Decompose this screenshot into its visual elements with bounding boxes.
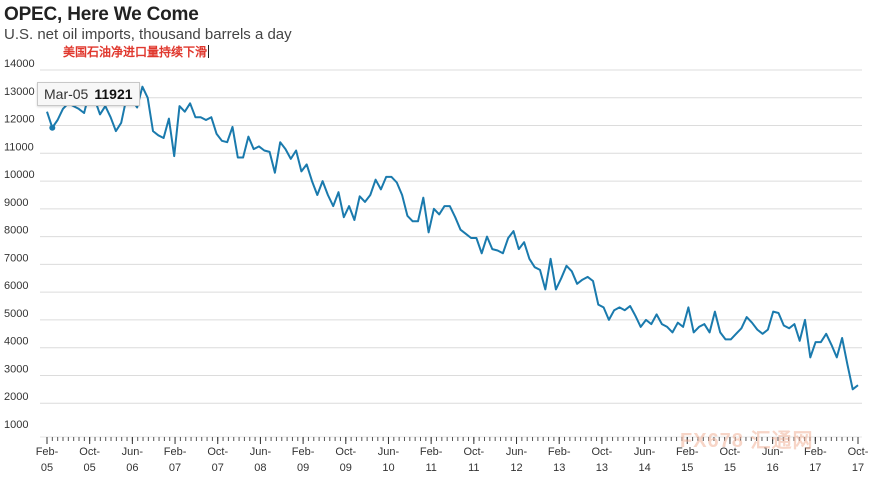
y-axis-labels: 1000 2000 3000 4000 5000 6000 7000 8000 9000 1000… bbox=[4, 58, 35, 431]
x-tick-label: Oct- bbox=[848, 446, 869, 458]
tooltip-value: 11921 bbox=[94, 86, 133, 102]
chart-title: OPEC, Here We Come bbox=[4, 4, 199, 25]
chart-subtitle: U.S. net oil imports, thousand barrels a… bbox=[4, 26, 292, 43]
x-tick-year: 10 bbox=[382, 462, 394, 474]
y-tick-label: 13000 bbox=[4, 86, 35, 98]
x-tick-label: Feb- bbox=[164, 446, 187, 458]
annotation-text: 美国石油净进口量持续下滑 bbox=[63, 43, 210, 60]
tooltip: Mar-05 11921 bbox=[37, 82, 140, 106]
x-tick-year: 14 bbox=[638, 462, 650, 474]
x-tick-year: 05 bbox=[41, 462, 53, 474]
x-tick-label: Jun- bbox=[250, 446, 272, 458]
x-tick-year: 17 bbox=[809, 462, 821, 474]
x-tick-year: 15 bbox=[681, 462, 693, 474]
x-tick-label: Feb- bbox=[420, 446, 443, 458]
y-tick-label: 8000 bbox=[4, 225, 28, 237]
y-tick-label: 12000 bbox=[4, 114, 35, 126]
gridlines bbox=[40, 69, 862, 404]
watermark-logo: FX678 汇通网 bbox=[680, 430, 814, 452]
y-tick-label: 6000 bbox=[4, 280, 28, 292]
y-tick-label: 4000 bbox=[4, 336, 28, 348]
x-tick-year: 12 bbox=[510, 462, 522, 474]
x-tick-label: Jun- bbox=[378, 446, 400, 458]
x-tick-year: 11 bbox=[425, 462, 436, 474]
x-tick-year: 09 bbox=[297, 462, 309, 474]
x-tick-label: Feb- bbox=[676, 446, 699, 458]
x-tick-label: Oct- bbox=[720, 446, 741, 458]
x-tick-year: 13 bbox=[553, 462, 565, 474]
x-tick-label: Feb- bbox=[548, 446, 571, 458]
annotation-label: 美国石油净进口量持续下滑 bbox=[63, 45, 208, 59]
x-tick-label: Feb- bbox=[804, 446, 827, 458]
x-tick-label: Oct- bbox=[463, 446, 484, 458]
x-tick-year: 07 bbox=[169, 462, 181, 474]
x-tick-label: Feb- bbox=[292, 446, 315, 458]
x-tick-year: 15 bbox=[724, 462, 736, 474]
x-tick-year: 17 bbox=[852, 462, 864, 474]
y-tick-label: 9000 bbox=[4, 197, 28, 209]
x-tick-year: 05 bbox=[84, 462, 96, 474]
y-tick-label: 5000 bbox=[4, 308, 28, 320]
x-tick-label: Jun- bbox=[506, 446, 528, 458]
x-tick-label: Feb- bbox=[36, 446, 59, 458]
hover-point[interactable] bbox=[49, 124, 56, 131]
x-tick-label: Jun- bbox=[762, 446, 784, 458]
y-tick-label: 7000 bbox=[4, 252, 28, 264]
x-tick-label: Oct- bbox=[592, 446, 613, 458]
x-tick-year: 06 bbox=[126, 462, 138, 474]
x-tick-label: Oct- bbox=[79, 446, 100, 458]
x-tick-label: Jun- bbox=[122, 446, 144, 458]
y-tick-label: 2000 bbox=[4, 391, 28, 403]
y-tick-label: 1000 bbox=[4, 419, 28, 431]
x-tick-label: Jun- bbox=[634, 446, 656, 458]
y-tick-label: 3000 bbox=[4, 363, 28, 375]
y-tick-label: 11000 bbox=[4, 141, 34, 153]
y-tick-label: 10000 bbox=[4, 169, 35, 181]
series-group bbox=[46, 85, 859, 391]
x-tick-label: Oct- bbox=[207, 446, 228, 458]
tooltip-date: Mar-05 bbox=[44, 86, 89, 102]
series-line bbox=[46, 85, 859, 391]
x-tick-year: 08 bbox=[254, 462, 266, 474]
x-tick-year: 16 bbox=[767, 462, 779, 474]
y-tick-label: 14000 bbox=[4, 58, 35, 70]
x-tick-label: Oct- bbox=[335, 446, 356, 458]
x-tick-year: 07 bbox=[212, 462, 224, 474]
x-tick-year: 09 bbox=[340, 462, 352, 474]
text-cursor bbox=[208, 45, 210, 58]
x-tick-year: 13 bbox=[596, 462, 608, 474]
x-tick-year: 11 bbox=[468, 462, 479, 474]
x-axis: Feb- 05 Oct- 05 Jun- 06 Feb- 07 Oct- 07 Jun- 08 Feb-… bbox=[36, 436, 869, 474]
